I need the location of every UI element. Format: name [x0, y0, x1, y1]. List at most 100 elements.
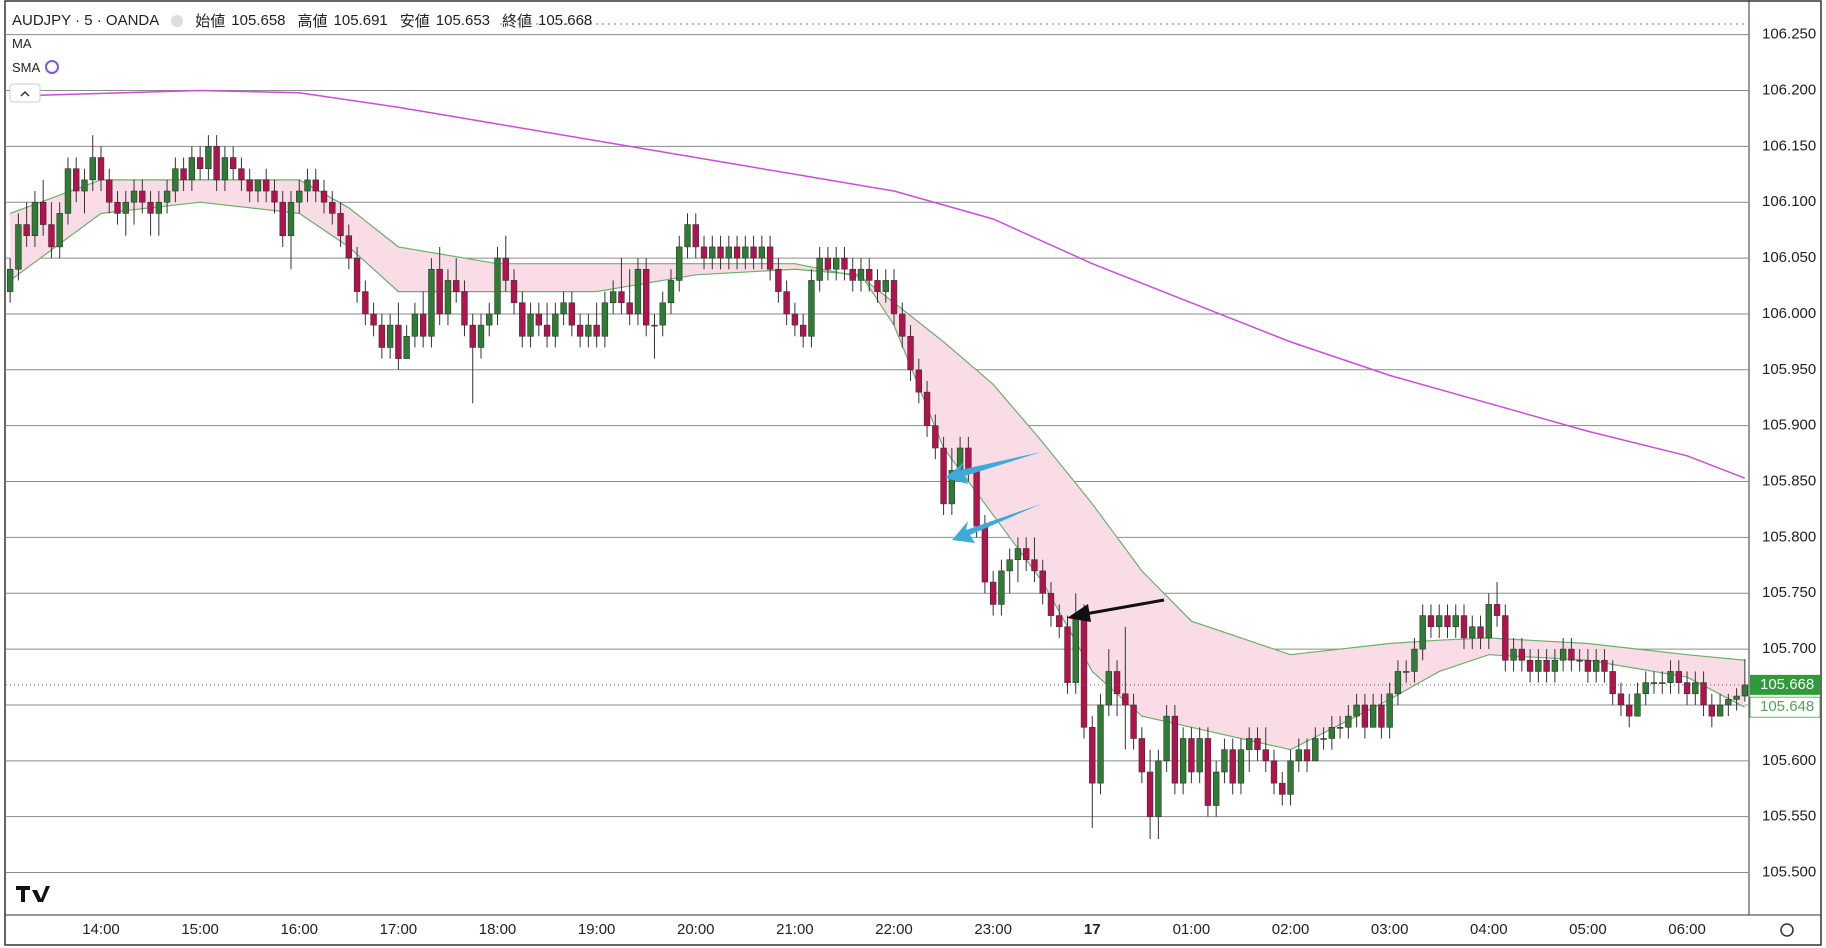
- candle-body: [1221, 749, 1228, 773]
- candle-body: [932, 425, 939, 449]
- x-tick-label: 01:00: [1173, 921, 1211, 938]
- candle-body: [1419, 615, 1426, 650]
- candle-body: [981, 525, 989, 583]
- y-tick-label: 105.900: [1762, 417, 1816, 434]
- candle-body: [808, 280, 815, 337]
- candle-body: [899, 313, 906, 337]
- candle-body: [378, 324, 386, 348]
- candle-body: [221, 157, 229, 181]
- candle-body: [502, 257, 509, 281]
- candle-body: [1576, 659, 1583, 662]
- y-tick-label: 106.250: [1762, 26, 1816, 43]
- candle-body: [296, 190, 303, 203]
- high-label: 高値: [297, 13, 328, 30]
- candle-body: [758, 246, 766, 259]
- candle-body: [1642, 682, 1649, 695]
- frame: [4, 0, 1822, 946]
- candle-body: [1493, 604, 1501, 616]
- candle-body: [1064, 626, 1071, 683]
- candle-body: [1345, 715, 1352, 728]
- candle-body: [39, 201, 47, 225]
- candle-body: [428, 268, 435, 337]
- candle-body: [725, 246, 732, 259]
- candle-body: [1378, 704, 1385, 728]
- candle-body: [1047, 592, 1055, 616]
- candle-body: [535, 313, 543, 326]
- band-upper: [9, 179, 1745, 661]
- candle-body: [1559, 648, 1567, 661]
- candle-body: [890, 280, 898, 315]
- open-label: 始値: [195, 13, 226, 30]
- candle-body: [444, 280, 452, 315]
- plot: [6, 34, 1749, 874]
- candle-body: [130, 190, 138, 203]
- candle-body: [866, 268, 873, 281]
- candle-body: [1427, 615, 1435, 628]
- candle-body: [1171, 715, 1179, 784]
- candle-body: [717, 246, 724, 259]
- candle-body: [1452, 615, 1459, 628]
- candle-body: [1320, 738, 1327, 740]
- candle-body: [643, 268, 650, 326]
- candle-body: [543, 324, 551, 337]
- candle-body: [989, 581, 997, 605]
- candle-body: [634, 268, 642, 315]
- candle-body: [1089, 727, 1096, 784]
- candle-body: [775, 268, 782, 292]
- x-tick-label: 22:00: [875, 921, 913, 938]
- candle-body: [97, 157, 105, 181]
- x-tick-label: 21:00: [776, 921, 814, 938]
- candle-body: [948, 470, 956, 505]
- candle-body: [1287, 760, 1294, 795]
- candle-body: [510, 280, 518, 304]
- x-tick-label: 02:00: [1272, 921, 1310, 938]
- candle-body: [1006, 559, 1013, 572]
- candle-body: [48, 224, 55, 248]
- x-tick-label: 20:00: [677, 921, 715, 938]
- x-tick-label: 16:00: [280, 921, 318, 938]
- candle-body: [1023, 548, 1030, 561]
- candle-body: [1543, 659, 1550, 672]
- x-tick-label: 23:00: [974, 921, 1012, 938]
- candle-body: [436, 268, 443, 315]
- candle-body: [89, 157, 96, 181]
- candle-body: [196, 157, 204, 169]
- candle-body: [461, 291, 468, 326]
- candle-body: [56, 213, 63, 248]
- candle-body: [783, 291, 790, 315]
- candle-body: [64, 168, 72, 214]
- candle-body: [1254, 738, 1261, 750]
- candle-body: [73, 168, 80, 192]
- candle-body: [799, 324, 807, 337]
- price-tag: [1750, 674, 1820, 695]
- candle-body: [560, 302, 567, 315]
- candle-body: [527, 313, 534, 337]
- candle-body: [882, 280, 889, 292]
- candle-body: [626, 302, 633, 315]
- settings-icon[interactable]: [1780, 923, 1794, 937]
- candle-body: [180, 168, 187, 181]
- candle-body: [849, 268, 856, 281]
- candle-body: [1262, 749, 1269, 762]
- candle-body: [486, 313, 493, 326]
- candle-body: [395, 324, 402, 359]
- candle-body: [1336, 727, 1344, 729]
- candle-body: [6, 268, 14, 292]
- open-value: 105.658: [231, 12, 286, 29]
- candle-body: [304, 179, 311, 192]
- candle-body: [411, 313, 419, 337]
- x-tick-label: 17:00: [380, 921, 418, 938]
- candle-body: [585, 324, 592, 337]
- close-value: 105.668: [538, 12, 593, 29]
- candle-body: [857, 268, 865, 281]
- candle-body: [1436, 615, 1443, 628]
- candle-body: [601, 302, 609, 337]
- candle-body: [1510, 648, 1517, 661]
- candle-body: [1039, 570, 1046, 594]
- candle-body: [386, 324, 394, 348]
- y-tick-label: 105.750: [1762, 584, 1816, 601]
- high-value: 105.691: [333, 12, 388, 29]
- candle-body: [1733, 695, 1740, 700]
